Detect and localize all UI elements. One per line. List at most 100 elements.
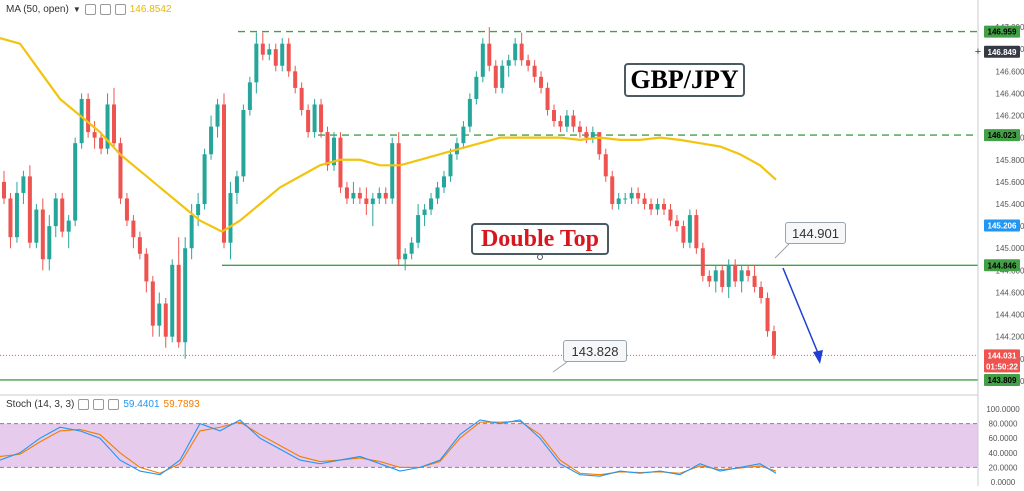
candle[interactable] bbox=[442, 170, 446, 193]
candle[interactable] bbox=[40, 198, 45, 271]
eye-icon[interactable] bbox=[78, 398, 90, 410]
candle[interactable] bbox=[273, 43, 278, 72]
candle[interactable] bbox=[312, 98, 317, 138]
candle[interactable] bbox=[700, 242, 705, 282]
candle[interactable] bbox=[526, 54, 531, 72]
candle[interactable] bbox=[616, 192, 621, 210]
candle[interactable] bbox=[14, 181, 19, 243]
candle[interactable] bbox=[254, 32, 259, 94]
candle[interactable] bbox=[422, 204, 427, 227]
price-badge[interactable]: 01:50:22 bbox=[984, 360, 1020, 373]
candle[interactable] bbox=[21, 170, 26, 204]
candle[interactable] bbox=[293, 65, 298, 94]
candle[interactable] bbox=[286, 38, 291, 77]
candle[interactable] bbox=[196, 192, 201, 227]
price-badge[interactable]: 143.809 bbox=[984, 373, 1020, 386]
price-badge[interactable]: 145.206 bbox=[984, 219, 1020, 232]
settings-icon[interactable] bbox=[99, 3, 111, 15]
candle[interactable] bbox=[707, 270, 712, 287]
settings-icon[interactable] bbox=[93, 398, 105, 410]
candle[interactable] bbox=[545, 82, 550, 116]
candle[interactable] bbox=[629, 187, 634, 204]
candle[interactable] bbox=[765, 292, 770, 337]
candle[interactable] bbox=[603, 148, 608, 182]
pair-title-box[interactable]: GBP/JPY bbox=[624, 63, 745, 97]
candle[interactable] bbox=[655, 198, 660, 216]
candle[interactable] bbox=[60, 192, 65, 238]
close-icon[interactable] bbox=[108, 398, 120, 410]
candle[interactable] bbox=[552, 104, 556, 127]
candle[interactable] bbox=[27, 165, 32, 249]
down-arrow-icon[interactable] bbox=[782, 267, 821, 359]
price-badge[interactable]: 146.959 bbox=[984, 25, 1020, 38]
candle[interactable] bbox=[2, 170, 6, 204]
candle[interactable] bbox=[571, 110, 576, 133]
callout-high[interactable]: 144.901 bbox=[785, 222, 846, 244]
candle[interactable] bbox=[332, 132, 336, 171]
candle[interactable] bbox=[370, 192, 375, 227]
candle[interactable] bbox=[124, 192, 129, 227]
candle[interactable] bbox=[759, 281, 764, 304]
stoch-k-line[interactable] bbox=[0, 419, 777, 477]
candle[interactable] bbox=[713, 264, 718, 293]
candle[interactable] bbox=[86, 93, 91, 138]
candle[interactable] bbox=[539, 71, 544, 94]
pattern-label-box[interactable]: Double Top bbox=[471, 223, 609, 255]
candle[interactable] bbox=[357, 187, 362, 204]
candle[interactable] bbox=[668, 204, 673, 227]
callout-low[interactable]: 143.828 bbox=[563, 340, 627, 362]
candle[interactable] bbox=[377, 187, 382, 204]
candle[interactable] bbox=[506, 54, 511, 77]
candle[interactable] bbox=[739, 264, 744, 293]
candle[interactable] bbox=[772, 325, 776, 359]
candle[interactable] bbox=[112, 87, 116, 149]
candle[interactable] bbox=[746, 264, 751, 282]
candle[interactable] bbox=[493, 60, 498, 94]
candle[interactable] bbox=[435, 181, 440, 204]
candle[interactable] bbox=[487, 27, 492, 72]
candle[interactable] bbox=[92, 121, 97, 149]
candle[interactable] bbox=[267, 43, 272, 61]
stoch-indicator-label[interactable]: Stoch (14, 3, 3) bbox=[6, 398, 75, 410]
candle[interactable] bbox=[403, 248, 408, 271]
candle[interactable] bbox=[480, 38, 485, 83]
price-badge[interactable]: 144.846 bbox=[984, 259, 1020, 272]
candle[interactable] bbox=[364, 187, 369, 216]
candle[interactable] bbox=[409, 237, 414, 260]
candle[interactable] bbox=[306, 104, 311, 138]
candle[interactable] bbox=[649, 198, 654, 216]
eye-icon[interactable] bbox=[84, 3, 96, 15]
candle[interactable] bbox=[513, 38, 518, 66]
candle[interactable] bbox=[66, 215, 71, 249]
candle[interactable] bbox=[8, 192, 13, 249]
candle[interactable] bbox=[720, 264, 725, 293]
candle[interactable] bbox=[558, 115, 563, 133]
candle[interactable] bbox=[474, 71, 479, 105]
candle[interactable] bbox=[144, 248, 149, 293]
candle[interactable] bbox=[500, 60, 505, 94]
crosshair-plus-icon[interactable]: + bbox=[975, 46, 981, 58]
candle[interactable] bbox=[176, 237, 181, 348]
candle[interactable] bbox=[642, 192, 647, 210]
candle[interactable] bbox=[584, 126, 589, 144]
candle[interactable] bbox=[215, 98, 220, 138]
candle[interactable] bbox=[416, 204, 421, 249]
candle[interactable] bbox=[726, 259, 731, 298]
candle[interactable] bbox=[429, 192, 434, 216]
candle[interactable] bbox=[280, 38, 285, 72]
candle[interactable] bbox=[467, 93, 472, 133]
candle[interactable] bbox=[532, 60, 537, 83]
close-icon[interactable] bbox=[114, 3, 126, 15]
price-badge[interactable]: 146.849 bbox=[984, 45, 1020, 58]
candle[interactable] bbox=[674, 215, 679, 232]
candle[interactable] bbox=[564, 110, 569, 133]
candle[interactable] bbox=[247, 76, 252, 116]
candle[interactable] bbox=[209, 115, 214, 160]
candle[interactable] bbox=[157, 292, 162, 337]
candle[interactable] bbox=[338, 132, 343, 193]
candle[interactable] bbox=[150, 275, 155, 337]
candle[interactable] bbox=[577, 121, 582, 138]
candle[interactable] bbox=[105, 93, 110, 155]
candle[interactable] bbox=[623, 192, 628, 204]
